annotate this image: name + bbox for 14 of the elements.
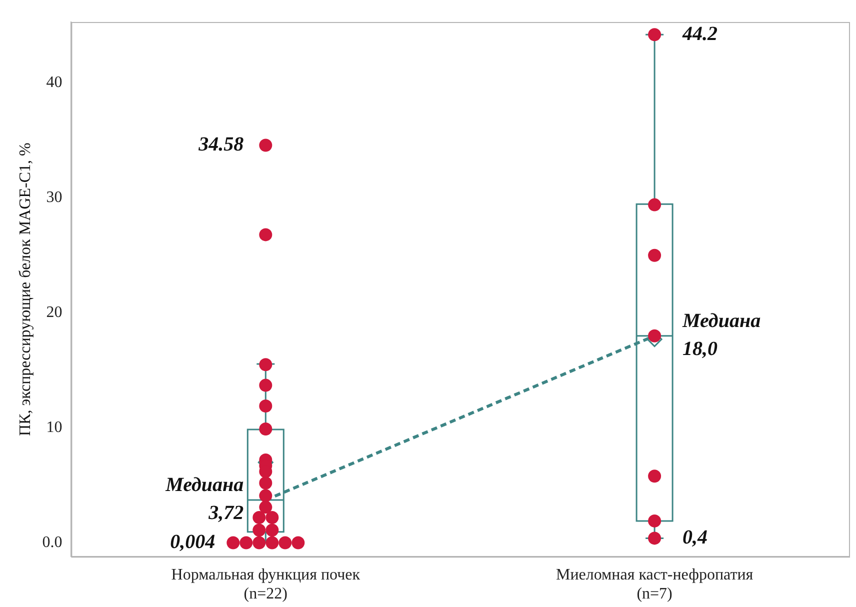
annotation: 34.58 bbox=[198, 133, 244, 156]
x-tick-label: Миеломная каст-нефропатия (n=7) bbox=[556, 566, 754, 603]
annotation: Медиана 18,0 bbox=[682, 310, 761, 360]
y-tick-label: 0.0 bbox=[42, 534, 62, 552]
y-tick-label: 30 bbox=[46, 189, 62, 206]
annotation: 0,4 bbox=[682, 526, 708, 548]
x-tick-label: Нормальная функция почек (n=22) bbox=[171, 566, 360, 603]
annotation: Медиана 3,72 bbox=[164, 474, 244, 524]
y-tick-label: 10 bbox=[46, 419, 62, 436]
annotation: 0,004 bbox=[170, 530, 216, 553]
y-tick-label: 40 bbox=[46, 74, 62, 92]
y-axis-title: ПК, экспрессирующие белок MAGE-C1, % bbox=[16, 142, 34, 436]
annotation: 44.2 bbox=[682, 22, 718, 45]
y-tick-label: 20 bbox=[46, 304, 62, 322]
